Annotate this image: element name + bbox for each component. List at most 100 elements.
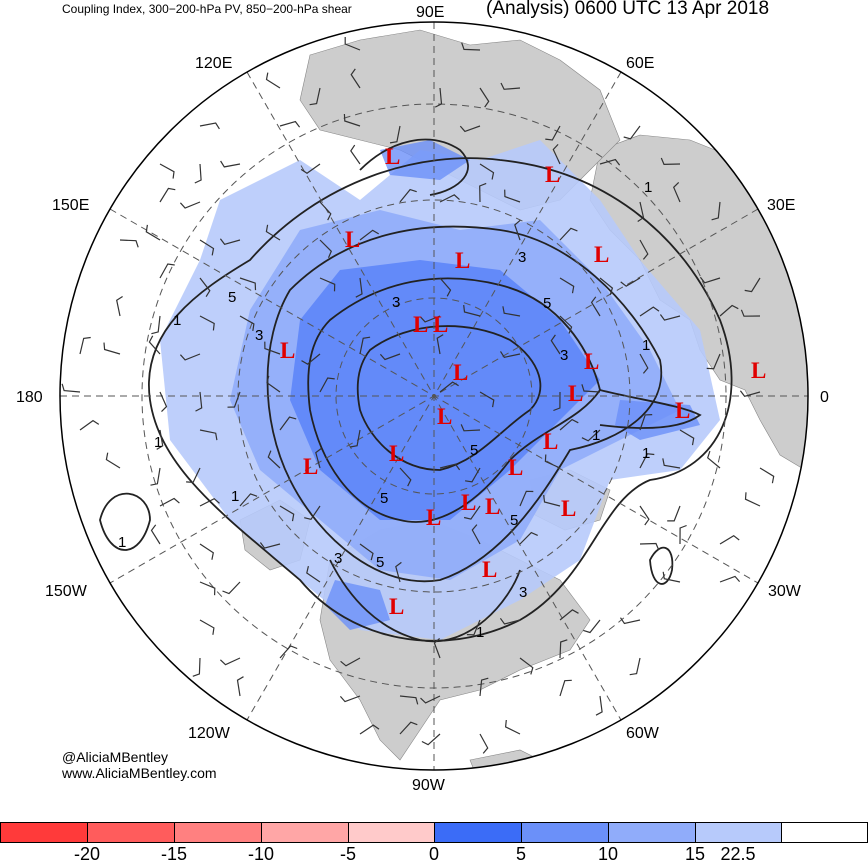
contour-label: 5	[228, 289, 236, 306]
wind-barb-icon	[639, 239, 649, 260]
colorbar-tick-label: -10	[247, 844, 275, 864]
low-markers: L L L L L L L L L L L L L L L L L L L L …	[280, 144, 766, 619]
wind-barb-icon	[300, 163, 321, 175]
wind-barb-icon	[309, 87, 321, 106]
map-title: (Analysis) 0600 UTC 13 Apr 2018	[486, 0, 770, 19]
contour-west-loop	[99, 492, 151, 551]
wind-barb-icon	[103, 342, 121, 355]
wind-barb-icon	[339, 695, 361, 703]
wind-barb-icon	[559, 315, 573, 334]
map-globe	[60, 22, 808, 770]
wind-barb-icon	[304, 505, 321, 520]
wind-barb-icon	[151, 315, 161, 335]
wind-barb-icon	[222, 581, 241, 595]
wind-barb-icon	[499, 351, 521, 358]
wind-barb-icon	[434, 87, 443, 108]
wind-barb-icon	[265, 224, 281, 241]
lon-label-120w: 120W	[188, 725, 231, 742]
wind-barb-icon	[460, 424, 481, 432]
wind-barb-icon	[439, 277, 452, 297]
contour-label: 1	[644, 179, 652, 196]
colorbar-segment	[0, 822, 88, 843]
lon-label-90w: 90W	[412, 777, 446, 794]
wind-barb-icon	[359, 336, 371, 355]
colorbar-tick-label: 0	[428, 844, 440, 864]
contour-label: 1	[642, 337, 650, 354]
contour-label: 5	[380, 490, 388, 507]
wind-barb-icon	[239, 315, 255, 331]
wind-barb-icon	[500, 82, 521, 90]
wind-barb-icon	[672, 181, 681, 203]
wind-barb-icon	[306, 565, 321, 583]
wind-barb-icon	[159, 497, 180, 507]
contour-label: 3	[334, 550, 342, 567]
wind-barb-icon	[559, 277, 575, 294]
low-marker: L	[594, 242, 609, 267]
contour-label: 1	[642, 445, 650, 462]
wind-barb-icon	[623, 125, 641, 140]
wind-barb-icon	[502, 306, 521, 317]
wind-barb-icon	[227, 391, 241, 408]
wind-barb-icon	[350, 144, 361, 165]
contour-inner-2	[307, 277, 601, 523]
wind-barb-icon	[439, 463, 461, 471]
colorbar-tick-label: 10	[597, 844, 619, 864]
wind-barb-icon	[279, 505, 295, 522]
wind-barb-icon	[199, 497, 220, 507]
lon-label-30w: 30W	[768, 583, 802, 600]
wind-barb-icon	[463, 505, 481, 520]
meridian-150	[109, 208, 759, 584]
wind-barb-icon	[199, 277, 211, 298]
wind-barb-icon	[220, 160, 241, 168]
wind-barb-icon	[179, 353, 201, 361]
wind-barb-icon	[744, 492, 761, 507]
wind-barb-icon	[199, 429, 218, 441]
credit-website: www.AliciaMBentley.com	[62, 765, 217, 781]
wind-barb-icon	[479, 87, 490, 108]
lon-label-90e: 90E	[416, 4, 444, 21]
wind-barb-icon	[219, 657, 241, 666]
wind-barb-icon	[559, 609, 579, 621]
low-marker: L	[280, 338, 295, 363]
wind-barb-icon	[479, 733, 489, 754]
contour-label: 5	[543, 295, 551, 312]
contour-outer	[148, 157, 733, 642]
wind-barb-icon	[315, 447, 322, 469]
colorbar-segment	[608, 822, 696, 843]
lon-label-120e: 120E	[195, 55, 232, 72]
contour-label: 1	[592, 427, 600, 444]
colorbar-segment	[261, 822, 349, 843]
contour-label: 5	[470, 442, 478, 459]
colorbar-tick-label: 5	[515, 844, 527, 864]
shading-patch-north	[380, 140, 470, 180]
wind-barb-icon	[590, 296, 601, 317]
wind-barb-icon	[350, 68, 361, 89]
wind-barb-icon	[639, 542, 660, 551]
colorbar-segment	[781, 822, 868, 843]
contour-trough-north	[359, 138, 469, 196]
wind-barb-icon	[706, 353, 721, 370]
wind-barb-icon	[559, 227, 578, 241]
wind-barb-icon	[239, 493, 258, 507]
wind-barb-icon	[465, 467, 481, 483]
contour-label: 1	[476, 624, 484, 641]
contour-label: 1	[118, 534, 126, 551]
low-marker: L	[675, 398, 690, 423]
wind-barb-icon	[553, 391, 561, 412]
wind-barb-icon	[319, 377, 335, 393]
wind-barb-icon	[620, 617, 641, 625]
wind-barb-icon	[519, 531, 538, 545]
low-marker: L	[389, 441, 404, 466]
wind-barb-icon	[159, 163, 175, 179]
wind-barb-icon	[629, 657, 641, 676]
colorbar-segment	[521, 822, 609, 843]
wind-barb-icon	[195, 391, 203, 412]
low-marker: L	[453, 360, 468, 385]
lon-label-150w: 150W	[45, 583, 88, 600]
low-marker: L	[385, 144, 400, 169]
polar-stereographic-map: 90E 60E 30E 0 30W 60W 90W 120W 150W 180 …	[16, 4, 829, 794]
wind-barb-icon	[559, 418, 579, 431]
contour-value-labels: 1 1 1 1 1 1 1 1 1 3 3 3 3 3 3 5 5 5 5 5 …	[118, 179, 652, 641]
contour-trough-east	[599, 389, 702, 429]
wind-barb-icon	[744, 277, 761, 293]
